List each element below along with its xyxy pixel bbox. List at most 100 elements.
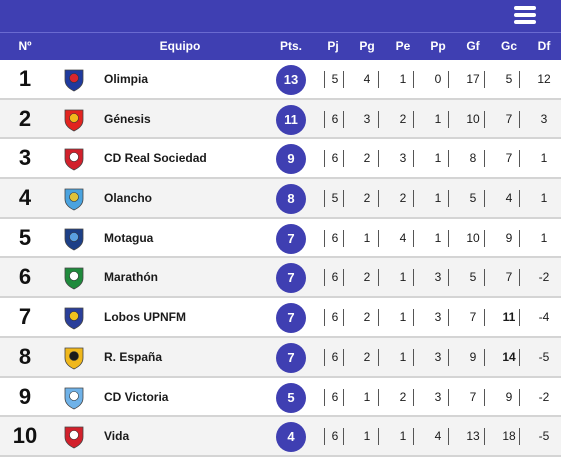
goal-difference-value: -4 (538, 310, 550, 325)
column-divider (484, 229, 485, 247)
won-value: 2 (363, 270, 371, 285)
header-lost: Pp (430, 39, 446, 53)
played-value: 6 (331, 111, 339, 126)
column-divider (378, 269, 379, 287)
column-divider (324, 428, 325, 446)
team-name[interactable]: Olancho (104, 191, 153, 206)
column-divider (343, 71, 344, 88)
marathon-crest-icon (64, 268, 84, 290)
genesis-crest-icon (64, 109, 84, 132)
column-divider (343, 110, 344, 128)
won-value: 2 (363, 151, 371, 166)
header-played: Pj (327, 39, 339, 53)
points-badge: 7 (276, 263, 306, 294)
table-row[interactable]: 9 CD Victoria 5 6 1 2 3 7 9 -2 (0, 378, 561, 418)
table-row[interactable]: 1 Olimpia 13 5 4 1 0 17 5 12 (0, 60, 561, 100)
position-number: 5 (18, 224, 32, 250)
drawn-value: 1 (399, 270, 407, 285)
column-divider (519, 388, 520, 406)
won-value: 2 (363, 310, 371, 325)
drawn-value: 2 (399, 389, 407, 404)
drawn-value: 1 (399, 72, 407, 86)
column-divider (324, 348, 325, 366)
column-divider (413, 348, 414, 366)
points-badge: 7 (276, 223, 306, 254)
goals-against-value: 7 (505, 111, 513, 126)
points-badge: 5 (276, 382, 306, 413)
column-divider (343, 428, 344, 446)
column-divider (484, 348, 485, 366)
team-name[interactable]: Motagua (104, 230, 154, 245)
standings-table: 1 Olimpia 13 5 4 1 0 17 5 12 2 Génesis 11 6 3 2 1 10 7 3 3 CD… (0, 60, 561, 457)
drawn-value: 3 (399, 151, 407, 166)
table-row[interactable]: 5 Motagua 7 6 1 4 1 10 9 1 (0, 219, 561, 259)
lost-value: 3 (434, 270, 442, 285)
victoria-crest-icon (64, 387, 84, 409)
drawn-value: 2 (399, 111, 407, 126)
played-value: 5 (331, 191, 339, 206)
column-divider (519, 150, 520, 168)
goals-against-value: 5 (505, 72, 513, 86)
column-divider (413, 190, 414, 208)
header-goals-against: Gc (500, 39, 517, 53)
table-row[interactable]: 4 Olancho 8 5 2 2 1 5 4 1 (0, 179, 561, 219)
table-row[interactable]: 6 Marathón 7 6 2 1 3 5 7 -2 (0, 258, 561, 299)
team-name[interactable]: Marathón (104, 270, 158, 285)
column-divider (324, 190, 325, 208)
points-badge: 11 (276, 104, 306, 135)
table-row[interactable]: 3 CD Real Sociedad 9 6 2 3 1 8 7 1 (0, 139, 561, 180)
lost-value: 4 (434, 429, 442, 444)
goals-for-value: 5 (469, 270, 477, 285)
column-divider (519, 309, 520, 327)
column-divider (519, 71, 520, 88)
position-number: 4 (18, 185, 32, 211)
played-value: 6 (331, 349, 339, 364)
header-won: Pg (359, 39, 375, 53)
team-name[interactable]: CD Victoria (104, 389, 169, 404)
won-value: 2 (363, 349, 371, 364)
team-name[interactable]: Olimpia (104, 72, 149, 86)
column-divider (413, 428, 414, 446)
points-badge: 7 (276, 303, 306, 334)
header-goal-difference: Df (537, 39, 551, 53)
goal-difference-value: -2 (538, 389, 550, 404)
position-number: 7 (18, 304, 32, 330)
team-name[interactable]: Génesis (104, 111, 151, 126)
played-value: 5 (331, 72, 339, 86)
team-name[interactable]: Lobos UPNFM (104, 310, 186, 325)
column-divider (413, 110, 414, 128)
lost-value: 1 (434, 191, 442, 206)
team-name[interactable]: CD Real Sociedad (104, 151, 207, 166)
won-value: 2 (363, 191, 371, 206)
column-divider (413, 229, 414, 247)
hamburger-menu-icon[interactable] (514, 6, 536, 24)
column-divider (378, 388, 379, 406)
goals-against-value: 11 (502, 310, 516, 325)
column-divider (519, 110, 520, 128)
column-divider (519, 428, 520, 446)
position-number: 6 (18, 264, 32, 290)
column-divider (378, 150, 379, 168)
goals-against-value: 7 (505, 270, 513, 285)
column-divider (484, 388, 485, 406)
played-value: 6 (331, 151, 339, 166)
goals-against-value: 14 (502, 349, 516, 364)
goal-difference-value: -2 (538, 270, 550, 285)
table-row[interactable]: 10 Vida 4 6 1 1 4 13 18 -5 (0, 417, 561, 457)
column-divider (378, 71, 379, 88)
goals-for-value: 13 (466, 429, 480, 444)
column-divider (448, 348, 449, 366)
column-divider (448, 388, 449, 406)
table-row[interactable]: 7 Lobos UPNFM 7 6 2 1 3 7 11 -4 (0, 298, 561, 338)
real-sociedad-crest-icon (64, 148, 84, 171)
drawn-value: 1 (399, 349, 407, 364)
column-divider (484, 269, 485, 287)
team-name[interactable]: R. España (104, 349, 163, 364)
table-row[interactable]: 8 R. España 7 6 2 1 3 9 14 -5 (0, 337, 561, 378)
column-divider (413, 71, 414, 88)
team-name[interactable]: Vida (104, 429, 130, 444)
table-row[interactable]: 2 Génesis 11 6 3 2 1 10 7 3 (0, 99, 561, 140)
top-bar (0, 0, 561, 32)
position-number: 1 (18, 66, 32, 91)
lost-value: 1 (434, 230, 442, 245)
